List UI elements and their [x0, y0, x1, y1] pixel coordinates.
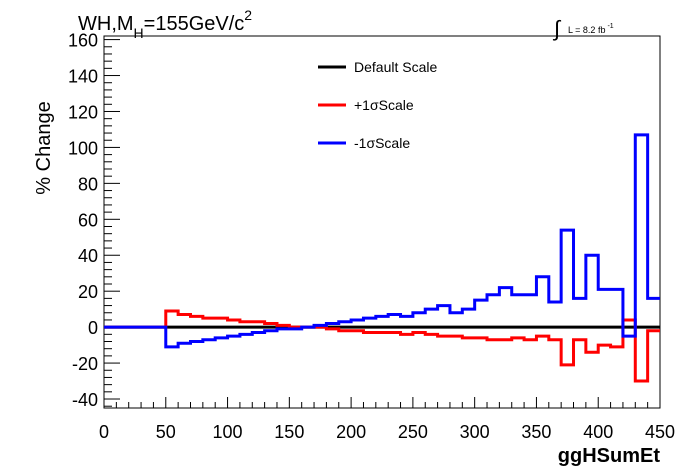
chart-title: WH,MH=155GeV/c2	[78, 7, 252, 41]
y-tick-label: 80	[78, 174, 98, 194]
x-tick-label: 250	[398, 422, 428, 442]
y-tick-label: 140	[68, 67, 98, 87]
y-tick-label: 0	[88, 318, 98, 338]
x-tick-label: 450	[645, 422, 675, 442]
y-tick-label: 100	[68, 138, 98, 158]
y-tick-label: -20	[72, 354, 98, 374]
x-tick-label: 0	[99, 422, 109, 442]
x-tick-label: 400	[583, 422, 613, 442]
title-superscript: 2	[244, 7, 252, 23]
legend-label: -1σScale	[354, 135, 410, 151]
x-tick-label: 100	[213, 422, 243, 442]
x-tick-label: 150	[274, 422, 304, 442]
series-line-1	[104, 309, 660, 383]
y-tick-label: 60	[78, 210, 98, 230]
legend: Default Scale +1σScale -1σScale	[318, 59, 437, 151]
lumi-label-text: L = 8.2 fb	[568, 25, 605, 35]
x-tick-label: 350	[521, 422, 551, 442]
y-axis-label: % Change	[33, 101, 55, 194]
y-tick-label: 20	[78, 282, 98, 302]
legend-label: Default Scale	[354, 59, 437, 75]
lumi-label-superscript: -1	[607, 23, 613, 30]
axis-ticks: 0 50 100 150 200 250 300 350 400 450 -40 -20 0 20 40 60…	[68, 31, 675, 442]
title-subscript: H	[134, 25, 144, 41]
legend-label: +1σScale	[354, 97, 414, 113]
title-prefix: WH,M	[78, 13, 134, 35]
x-tick-label: 300	[460, 422, 490, 442]
y-tick-label: 120	[68, 102, 98, 122]
y-tick-label: -40	[72, 390, 98, 410]
lumi-label: L = 8.2 fb -1	[568, 23, 614, 35]
x-axis-label: ggHSumEt	[558, 445, 661, 467]
x-tick-label: 50	[156, 422, 176, 442]
plot-frame	[103, 35, 661, 409]
series-line-2	[104, 133, 660, 349]
series-layer	[104, 133, 660, 383]
title-suffix: =155GeV/c	[144, 13, 245, 35]
x-tick-label: 200	[336, 422, 366, 442]
y-tick-label: 160	[68, 31, 98, 51]
y-tick-label: 40	[78, 246, 98, 266]
lumi-integral-symbol: ∫	[552, 16, 562, 41]
